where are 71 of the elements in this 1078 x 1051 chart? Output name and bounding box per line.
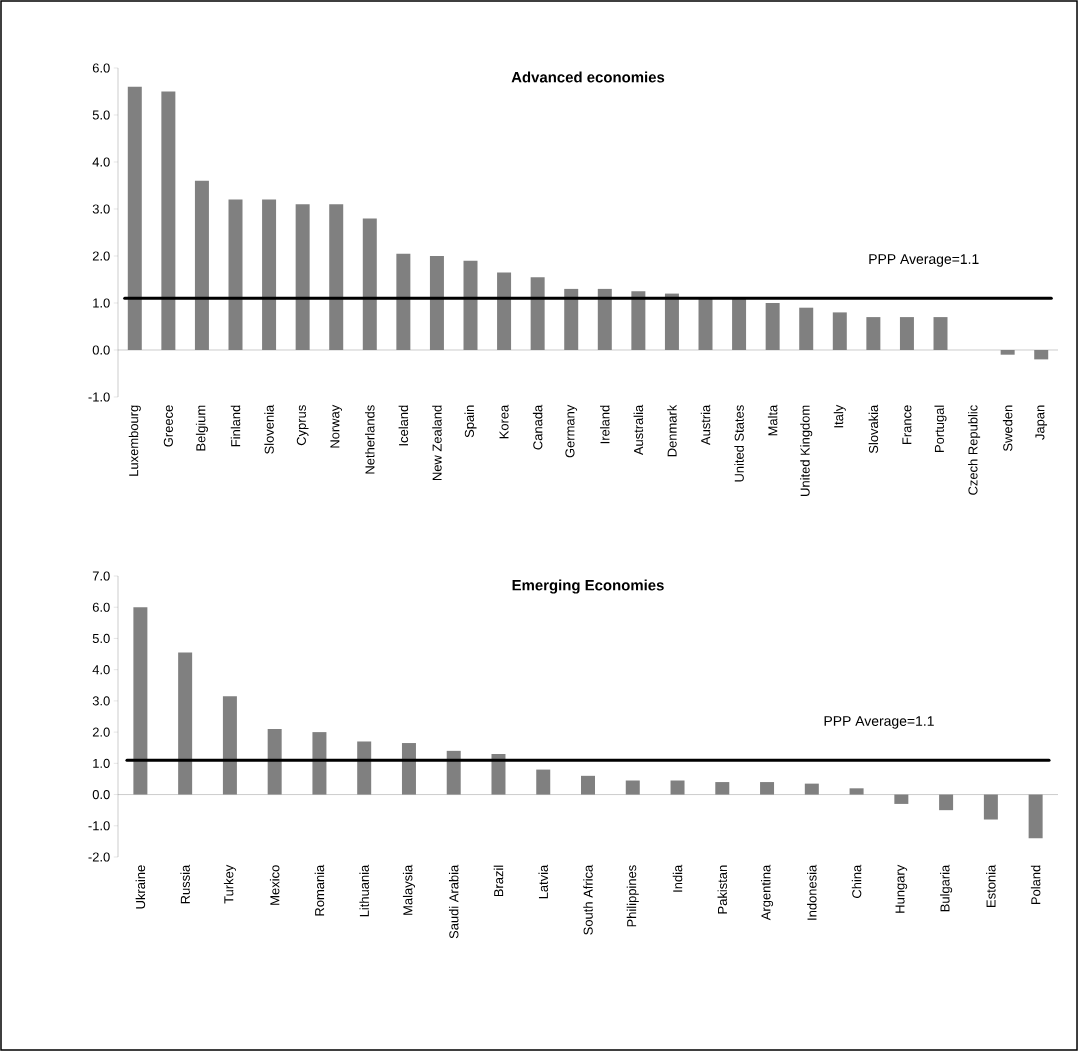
x-tick-label: Greece — [163, 405, 173, 447]
y-tick-label: 4.0 — [92, 157, 110, 167]
x-tick-label: Belgium — [195, 405, 208, 451]
x-tick-label: Philippines — [626, 865, 639, 927]
x-tick-label: Czech Republic — [968, 405, 981, 495]
y-tick-label: 6.0 — [92, 63, 110, 73]
y-tick-label: -2.0 — [88, 852, 110, 862]
x-tick-label: Malaysia — [402, 864, 415, 915]
x-tick-label: United Kingdom — [800, 405, 813, 496]
x-tick-label: Lithuania — [359, 864, 369, 917]
x-tick-label: Korea — [499, 404, 509, 439]
chart-title: Emerging Economies — [512, 579, 664, 594]
y-tick-label: 0.0 — [92, 789, 110, 800]
x-tick-label: Japan — [1035, 405, 1048, 440]
x-tick-label: Ireland — [600, 405, 610, 444]
y-tick-label: -1.0 — [88, 821, 110, 831]
x-tick-label: Italy — [833, 404, 846, 428]
y-tick-label: 4.0 — [92, 665, 110, 675]
ref-line-label: PPP Average=1.1 — [824, 716, 934, 729]
y-tick-label: 2.0 — [92, 727, 110, 737]
x-tick-label: Norway — [330, 404, 343, 448]
x-tick-label: Bulgaria — [940, 864, 953, 912]
y-tick-label: 1.0 — [93, 758, 110, 768]
x-tick-label: Turkey — [223, 864, 236, 904]
x-tick-label: United States — [734, 405, 744, 482]
x-tick-label: Indonesia — [807, 864, 817, 920]
y-tick-label: 0.0 — [92, 345, 110, 355]
y-tick-label: 3.0 — [92, 204, 110, 214]
x-tick-label: Hungary — [895, 864, 908, 913]
x-tick-label: Slovakia — [868, 404, 879, 454]
x-tick-label: Denmark — [667, 404, 677, 457]
y-tick-label: 6.0 — [92, 602, 110, 612]
y-tick-label: 1.0 — [93, 298, 110, 308]
y-tick-label: 7.0 — [92, 571, 110, 581]
x-tick-label: Germany — [565, 404, 578, 458]
x-tick-label: France — [902, 405, 912, 445]
x-tick-label: Canada — [532, 404, 543, 450]
x-tick-label: Argentina — [761, 864, 774, 921]
y-tick-label: 5.0 — [92, 633, 110, 644]
x-tick-label: Austria — [700, 404, 711, 446]
x-tick-label: Iceland — [398, 405, 409, 446]
x-tick-label: Spain — [464, 405, 477, 438]
x-tick-label: Saudi Arabia — [448, 864, 459, 939]
y-tick-label: 2.0 — [92, 251, 110, 261]
y-tick-label: 3.0 — [92, 696, 110, 706]
x-tick-label: Netherlands — [365, 405, 375, 474]
x-tick-label: Ukraine — [135, 865, 146, 909]
y-tick-label: 5.0 — [92, 110, 110, 120]
x-tick-label: South Africa — [583, 864, 593, 935]
x-tick-label: Portugal — [934, 405, 947, 452]
x-tick-label: Sweden — [1002, 405, 1013, 451]
x-tick-label: Luxembourg — [128, 405, 141, 476]
x-tick-label: Poland — [1030, 865, 1041, 905]
y-tick-label: -1.0 — [88, 392, 110, 402]
x-tick-label: India — [672, 864, 683, 892]
x-tick-label: Malta — [767, 404, 778, 436]
chart-title: Advanced economies — [511, 71, 665, 83]
x-tick-label: Estonia — [986, 864, 996, 907]
x-tick-label: Brazil — [493, 865, 504, 897]
x-tick-label: Romania — [314, 864, 325, 916]
x-tick-label: Cyprus — [296, 405, 309, 446]
x-tick-label: Australia — [633, 404, 644, 456]
ref-line-label: PPP Average=1.1 — [869, 254, 979, 267]
x-tick-label: Pakistan — [717, 865, 728, 914]
x-tick-label: China — [851, 864, 862, 898]
x-tick-label: New Zealand — [432, 405, 442, 481]
x-tick-label: Mexico — [269, 865, 280, 905]
x-tick-label: Russia — [180, 864, 190, 904]
x-tick-label: Slovenia — [264, 404, 274, 454]
x-tick-label: Latvia — [538, 864, 548, 899]
x-tick-label: Finland — [230, 405, 241, 447]
